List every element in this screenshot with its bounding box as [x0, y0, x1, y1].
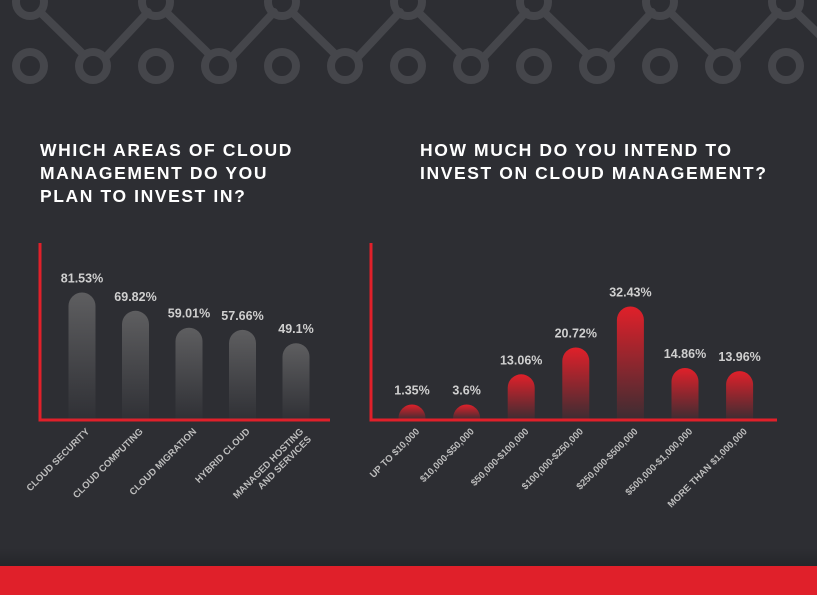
pattern-connector [101, 8, 152, 62]
pattern-node [201, 48, 237, 84]
decorative-circuit-pattern [12, 0, 817, 84]
category-label: UP TO $10,000 [368, 426, 422, 480]
category-label: $10,000-$50,000 [418, 426, 477, 485]
pattern-node [12, 0, 48, 20]
pattern-node [768, 48, 804, 84]
pattern-node [705, 48, 741, 84]
bar [562, 347, 590, 420]
pattern-node [327, 48, 363, 84]
pattern-node [138, 48, 174, 84]
bar-value-label: 57.66% [221, 309, 263, 323]
pattern-connector [288, 8, 339, 58]
pattern-connector [479, 8, 530, 62]
bar [616, 306, 644, 420]
pattern-node [390, 48, 426, 84]
footer-shadow [0, 548, 817, 566]
pattern-connector [731, 8, 782, 62]
pattern-node [75, 48, 111, 84]
pattern-node [12, 48, 48, 84]
pattern-connector [36, 8, 87, 58]
pattern-connector [540, 8, 591, 58]
bar-value-label: 32.43% [609, 285, 651, 299]
bar [726, 371, 754, 420]
bar-value-label: 81.53% [61, 271, 103, 285]
bar-value-label: 3.6% [452, 384, 481, 398]
pattern-node [516, 48, 552, 84]
pattern-node [768, 0, 804, 20]
pattern-connector [162, 8, 213, 58]
pattern-connector [227, 8, 278, 62]
bar-value-label: 14.86% [664, 347, 706, 361]
pattern-node [642, 48, 678, 84]
bar [398, 404, 426, 420]
pattern-node [453, 48, 489, 84]
category-label: $50,000-$100,000 [469, 426, 531, 488]
pattern-node [390, 0, 426, 20]
bar-value-label: 69.82% [114, 290, 156, 304]
pattern-node [138, 0, 174, 20]
pattern-connector [414, 8, 465, 58]
pattern-connector [605, 8, 656, 62]
bar [175, 327, 203, 420]
chart-title-investment-amount: HOW MUCH DO YOU INTEND TO INVEST ON CLOU… [420, 140, 768, 183]
pattern-connector [353, 8, 404, 62]
bar [507, 374, 535, 420]
bar-value-label: 20.72% [555, 326, 597, 340]
bar-value-label: 13.06% [500, 353, 542, 367]
pattern-node [264, 0, 300, 20]
bar-value-label: 59.01% [168, 307, 210, 321]
pattern-node [579, 48, 615, 84]
footer-red-band [0, 566, 817, 595]
bar [282, 343, 310, 420]
bar [68, 292, 96, 420]
bar-value-label: 13.96% [718, 350, 760, 364]
pattern-node [516, 0, 552, 20]
bar-value-label: 49.1% [278, 322, 313, 336]
chart-title-investment-areas: WHICH AREAS OF CLOUD MANAGEMENT DO YOU P… [40, 140, 294, 206]
bar [453, 404, 481, 420]
bar [229, 329, 256, 420]
pattern-connector [792, 8, 817, 39]
pattern-node [642, 0, 678, 20]
bar [122, 310, 149, 420]
pattern-connector [666, 8, 717, 58]
pattern-node [264, 48, 300, 84]
bar-value-label: 1.35% [394, 384, 429, 398]
bar [671, 367, 699, 420]
